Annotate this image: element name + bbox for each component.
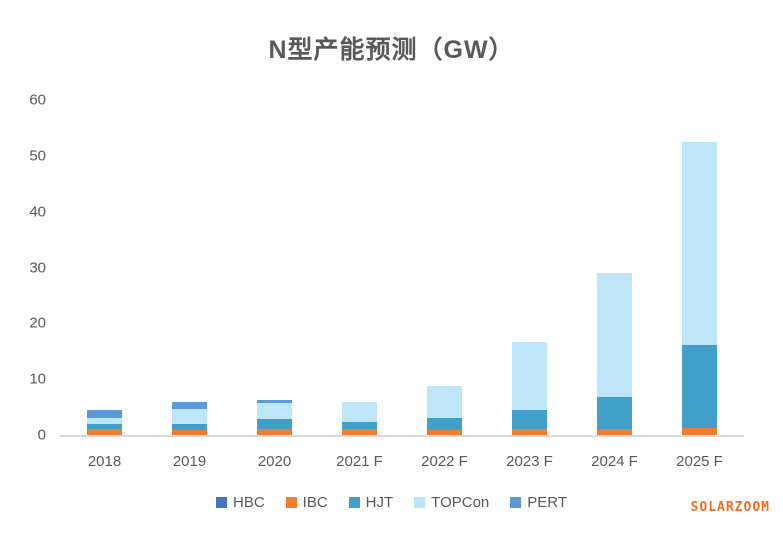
bar-segment-hjt-2025F bbox=[682, 345, 717, 428]
legend-swatch-icon bbox=[285, 497, 297, 508]
bar-segment-topcon-2020 bbox=[257, 402, 292, 420]
bar-segment-topcon-2022F bbox=[427, 385, 462, 418]
bar-segment-topcon-2024F bbox=[597, 273, 632, 398]
x-axis-tick-label: 2018 bbox=[87, 453, 122, 470]
x-axis-tick-label: 2023 F bbox=[506, 453, 553, 470]
bar-segment-ibc-2019 bbox=[172, 429, 207, 435]
x-axis-tick-label: 2024 F bbox=[591, 453, 638, 470]
x-axis-tick-label: 2021 F bbox=[336, 453, 383, 470]
legend-label: IBC bbox=[302, 494, 328, 511]
bar-segment-pert-2019 bbox=[172, 401, 207, 410]
bar-segment-ibc-2023F bbox=[512, 429, 547, 435]
y-axis-tick-label: 40 bbox=[29, 203, 46, 221]
x-axis-line bbox=[60, 435, 744, 437]
bar-segment-ibc-2018 bbox=[87, 428, 122, 435]
legend: HBC IBC HJT TOPCon PERT bbox=[0, 494, 783, 511]
bar-segment-topcon-2018 bbox=[87, 417, 122, 424]
x-axis-tick-label: 2025 F bbox=[676, 453, 723, 470]
bar-segment-topcon-2019 bbox=[172, 409, 207, 424]
x-axis-tick-label: 2019 bbox=[172, 453, 207, 470]
chart-title: N型产能预测（GW） bbox=[268, 36, 515, 64]
y-axis-tick-label: 60 bbox=[29, 91, 46, 109]
legend-item-pert: PERT bbox=[510, 494, 567, 511]
bar-segment-topcon-2021F bbox=[342, 401, 377, 423]
bar-segment-ibc-2024F bbox=[597, 429, 632, 435]
bar-segment-ibc-2022F bbox=[427, 429, 462, 435]
watermark-solarzoom: SOLARZOOM bbox=[690, 500, 770, 515]
legend-item-hjt: HJT bbox=[348, 494, 394, 511]
legend-swatch-icon bbox=[348, 497, 360, 508]
legend-swatch-icon bbox=[510, 497, 522, 508]
legend-item-hbc: HBC bbox=[215, 494, 265, 511]
bar-segment-hjt-2023F bbox=[512, 410, 547, 430]
bar-segment-hjt-2024F bbox=[597, 397, 632, 430]
legend-label: HJT bbox=[365, 494, 394, 511]
legend-swatch-icon bbox=[414, 497, 426, 508]
bar-segment-hjt-2020 bbox=[257, 419, 292, 430]
legend-label: HBC bbox=[232, 494, 265, 511]
y-axis-tick-label: 20 bbox=[29, 314, 46, 332]
bar-segment-ibc-2025F bbox=[682, 427, 717, 435]
y-axis-tick-label: 30 bbox=[29, 259, 46, 276]
bar-segment-hjt-2022F bbox=[427, 417, 462, 430]
bar-segment-ibc-2020 bbox=[257, 429, 292, 435]
y-axis-tick-label: 50 bbox=[29, 147, 46, 165]
bar-segment-ibc-2021F bbox=[342, 429, 377, 435]
legend-label: TOPCon bbox=[431, 494, 490, 511]
bar-segment-topcon-2023F bbox=[512, 341, 547, 411]
bar-segment-pert-2020 bbox=[257, 399, 292, 403]
bar-segment-topcon-2025F bbox=[682, 141, 717, 346]
bar-segment-hjt-2018 bbox=[87, 423, 122, 429]
bar-segment-hjt-2021F bbox=[342, 422, 377, 430]
x-axis-tick-label: 2020 bbox=[257, 453, 292, 470]
legend-item-topcon: TOPCon bbox=[414, 494, 489, 511]
legend-swatch-icon bbox=[215, 497, 227, 508]
bar-segment-pert-2018 bbox=[87, 409, 122, 418]
y-axis-tick-label: 0 bbox=[37, 426, 46, 444]
legend-label: PERT bbox=[527, 494, 567, 511]
x-axis-tick-label: 2022 F bbox=[421, 453, 468, 470]
bar-segment-hjt-2019 bbox=[172, 423, 207, 430]
y-axis-tick-label: 10 bbox=[29, 370, 46, 388]
legend-item-ibc: IBC bbox=[285, 494, 328, 511]
